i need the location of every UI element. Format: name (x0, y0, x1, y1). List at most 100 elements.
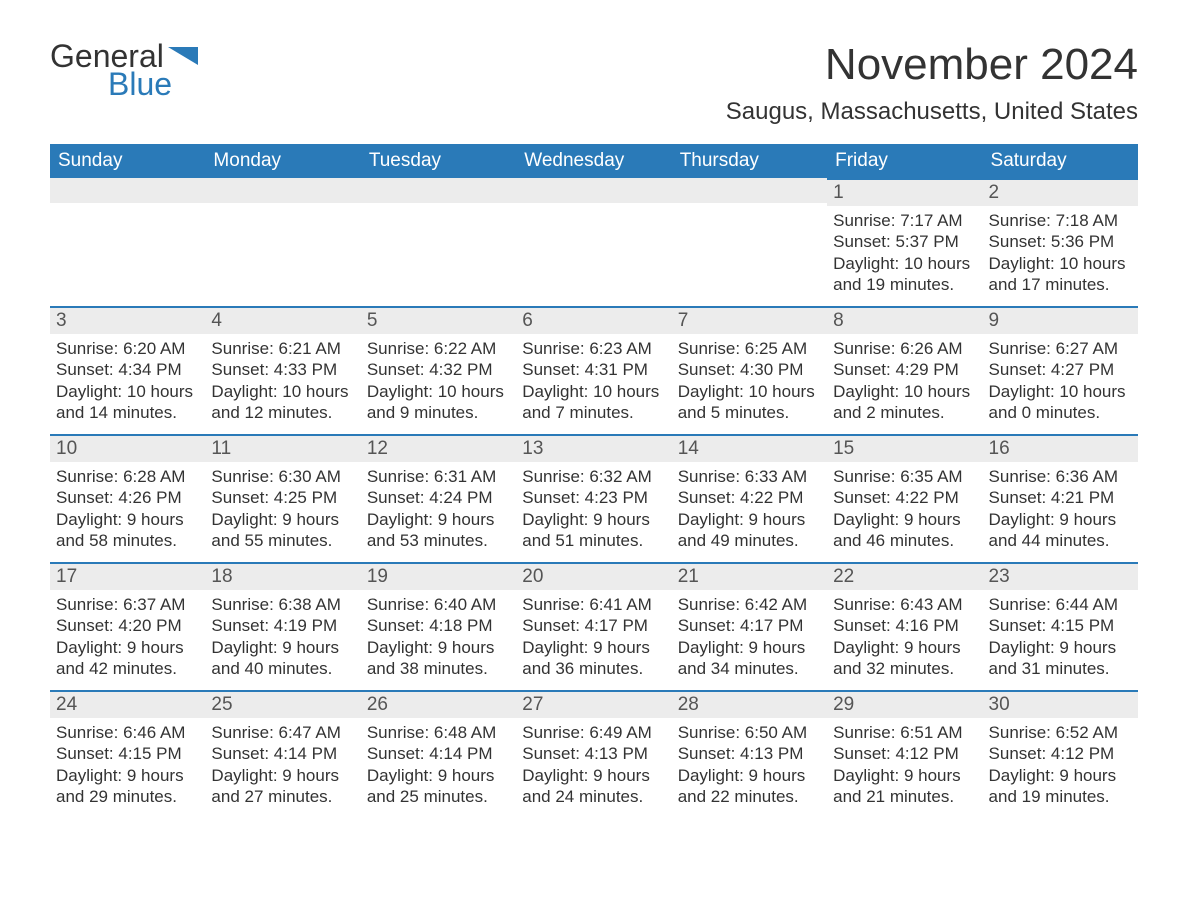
day-body: Sunrise: 6:51 AMSunset: 4:12 PMDaylight:… (827, 718, 982, 815)
day-line-d1: Daylight: 9 hours (522, 765, 665, 786)
day-line-d1: Daylight: 9 hours (211, 765, 354, 786)
day-line-sr: Sunrise: 6:41 AM (522, 594, 665, 615)
day-line-d1: Daylight: 9 hours (367, 637, 510, 658)
day-body: Sunrise: 6:32 AMSunset: 4:23 PMDaylight:… (516, 462, 671, 559)
day-cell: 7Sunrise: 6:25 AMSunset: 4:30 PMDaylight… (672, 306, 827, 434)
day-line-sr: Sunrise: 6:44 AM (989, 594, 1132, 615)
day-cell: 5Sunrise: 6:22 AMSunset: 4:32 PMDaylight… (361, 306, 516, 434)
header-monday: Monday (205, 144, 360, 178)
day-line-d2: and 51 minutes. (522, 530, 665, 551)
day-body: Sunrise: 6:31 AMSunset: 4:24 PMDaylight:… (361, 462, 516, 559)
day-cell: 25Sunrise: 6:47 AMSunset: 4:14 PMDayligh… (205, 690, 360, 818)
day-line-d1: Daylight: 10 hours (989, 253, 1132, 274)
day-cell: 19Sunrise: 6:40 AMSunset: 4:18 PMDayligh… (361, 562, 516, 690)
day-body: Sunrise: 6:52 AMSunset: 4:12 PMDaylight:… (983, 718, 1138, 815)
day-line-d2: and 25 minutes. (367, 786, 510, 807)
day-line-d2: and 27 minutes. (211, 786, 354, 807)
day-line-sr: Sunrise: 6:49 AM (522, 722, 665, 743)
day-cell: 12Sunrise: 6:31 AMSunset: 4:24 PMDayligh… (361, 434, 516, 562)
day-line-ss: Sunset: 4:31 PM (522, 359, 665, 380)
day-number: 4 (205, 306, 360, 334)
day-cell: 10Sunrise: 6:28 AMSunset: 4:26 PMDayligh… (50, 434, 205, 562)
day-line-sr: Sunrise: 6:42 AM (678, 594, 821, 615)
day-line-d2: and 12 minutes. (211, 402, 354, 423)
day-number: 25 (205, 690, 360, 718)
day-line-d2: and 55 minutes. (211, 530, 354, 551)
header-friday: Friday (827, 144, 982, 178)
day-line-d2: and 17 minutes. (989, 274, 1132, 295)
day-line-d1: Daylight: 9 hours (678, 509, 821, 530)
day-cell: 30Sunrise: 6:52 AMSunset: 4:12 PMDayligh… (983, 690, 1138, 818)
day-line-d2: and 21 minutes. (833, 786, 976, 807)
day-number: 27 (516, 690, 671, 718)
day-line-ss: Sunset: 4:22 PM (678, 487, 821, 508)
day-number: 8 (827, 306, 982, 334)
day-number: 21 (672, 562, 827, 590)
day-line-ss: Sunset: 4:25 PM (211, 487, 354, 508)
day-number: 6 (516, 306, 671, 334)
day-body: Sunrise: 6:37 AMSunset: 4:20 PMDaylight:… (50, 590, 205, 687)
header-thursday: Thursday (672, 144, 827, 178)
day-line-ss: Sunset: 4:15 PM (56, 743, 199, 764)
day-line-d2: and 34 minutes. (678, 658, 821, 679)
day-number: 13 (516, 434, 671, 462)
day-line-d2: and 40 minutes. (211, 658, 354, 679)
day-number: 19 (361, 562, 516, 590)
day-cell: 20Sunrise: 6:41 AMSunset: 4:17 PMDayligh… (516, 562, 671, 690)
day-line-d1: Daylight: 9 hours (211, 637, 354, 658)
day-line-sr: Sunrise: 6:51 AM (833, 722, 976, 743)
month-title: November 2024 (726, 40, 1138, 90)
day-number: 17 (50, 562, 205, 590)
day-body: Sunrise: 6:28 AMSunset: 4:26 PMDaylight:… (50, 462, 205, 559)
day-number: 10 (50, 434, 205, 462)
day-line-d1: Daylight: 9 hours (989, 509, 1132, 530)
day-line-sr: Sunrise: 6:31 AM (367, 466, 510, 487)
day-number: 16 (983, 434, 1138, 462)
day-line-d1: Daylight: 9 hours (833, 509, 976, 530)
day-number: 11 (205, 434, 360, 462)
day-body: Sunrise: 7:18 AMSunset: 5:36 PMDaylight:… (983, 206, 1138, 303)
day-cell: 22Sunrise: 6:43 AMSunset: 4:16 PMDayligh… (827, 562, 982, 690)
day-line-d2: and 31 minutes. (989, 658, 1132, 679)
day-body: Sunrise: 6:41 AMSunset: 4:17 PMDaylight:… (516, 590, 671, 687)
day-line-d1: Daylight: 10 hours (367, 381, 510, 402)
day-body: Sunrise: 6:50 AMSunset: 4:13 PMDaylight:… (672, 718, 827, 815)
day-cell: 13Sunrise: 6:32 AMSunset: 4:23 PMDayligh… (516, 434, 671, 562)
day-line-sr: Sunrise: 6:32 AM (522, 466, 665, 487)
header-row: Sunday Monday Tuesday Wednesday Thursday… (50, 144, 1138, 178)
day-line-sr: Sunrise: 6:26 AM (833, 338, 976, 359)
day-line-d1: Daylight: 10 hours (56, 381, 199, 402)
day-line-ss: Sunset: 4:13 PM (678, 743, 821, 764)
day-number: 15 (827, 434, 982, 462)
day-number: 22 (827, 562, 982, 590)
day-line-sr: Sunrise: 6:46 AM (56, 722, 199, 743)
day-line-d2: and 42 minutes. (56, 658, 199, 679)
day-line-sr: Sunrise: 6:25 AM (678, 338, 821, 359)
day-body: Sunrise: 6:38 AMSunset: 4:19 PMDaylight:… (205, 590, 360, 687)
day-line-ss: Sunset: 4:30 PM (678, 359, 821, 380)
day-body: Sunrise: 6:21 AMSunset: 4:33 PMDaylight:… (205, 334, 360, 431)
day-cell (205, 178, 360, 306)
day-line-d1: Daylight: 9 hours (56, 637, 199, 658)
day-line-d2: and 19 minutes. (833, 274, 976, 295)
title-block: November 2024 Saugus, Massachusetts, Uni… (726, 40, 1138, 126)
day-number: 9 (983, 306, 1138, 334)
day-line-d1: Daylight: 9 hours (211, 509, 354, 530)
day-line-d2: and 2 minutes. (833, 402, 976, 423)
day-line-sr: Sunrise: 6:48 AM (367, 722, 510, 743)
day-number: 24 (50, 690, 205, 718)
day-body: Sunrise: 6:44 AMSunset: 4:15 PMDaylight:… (983, 590, 1138, 687)
day-number: 12 (361, 434, 516, 462)
day-number: 30 (983, 690, 1138, 718)
empty-day-bar (516, 178, 671, 203)
day-body: Sunrise: 6:49 AMSunset: 4:13 PMDaylight:… (516, 718, 671, 815)
day-line-d2: and 58 minutes. (56, 530, 199, 551)
day-cell: 3Sunrise: 6:20 AMSunset: 4:34 PMDaylight… (50, 306, 205, 434)
day-body: Sunrise: 6:27 AMSunset: 4:27 PMDaylight:… (983, 334, 1138, 431)
day-line-d2: and 38 minutes. (367, 658, 510, 679)
day-line-ss: Sunset: 4:18 PM (367, 615, 510, 636)
day-line-ss: Sunset: 4:16 PM (833, 615, 976, 636)
day-number: 18 (205, 562, 360, 590)
day-cell: 16Sunrise: 6:36 AMSunset: 4:21 PMDayligh… (983, 434, 1138, 562)
day-line-d2: and 7 minutes. (522, 402, 665, 423)
